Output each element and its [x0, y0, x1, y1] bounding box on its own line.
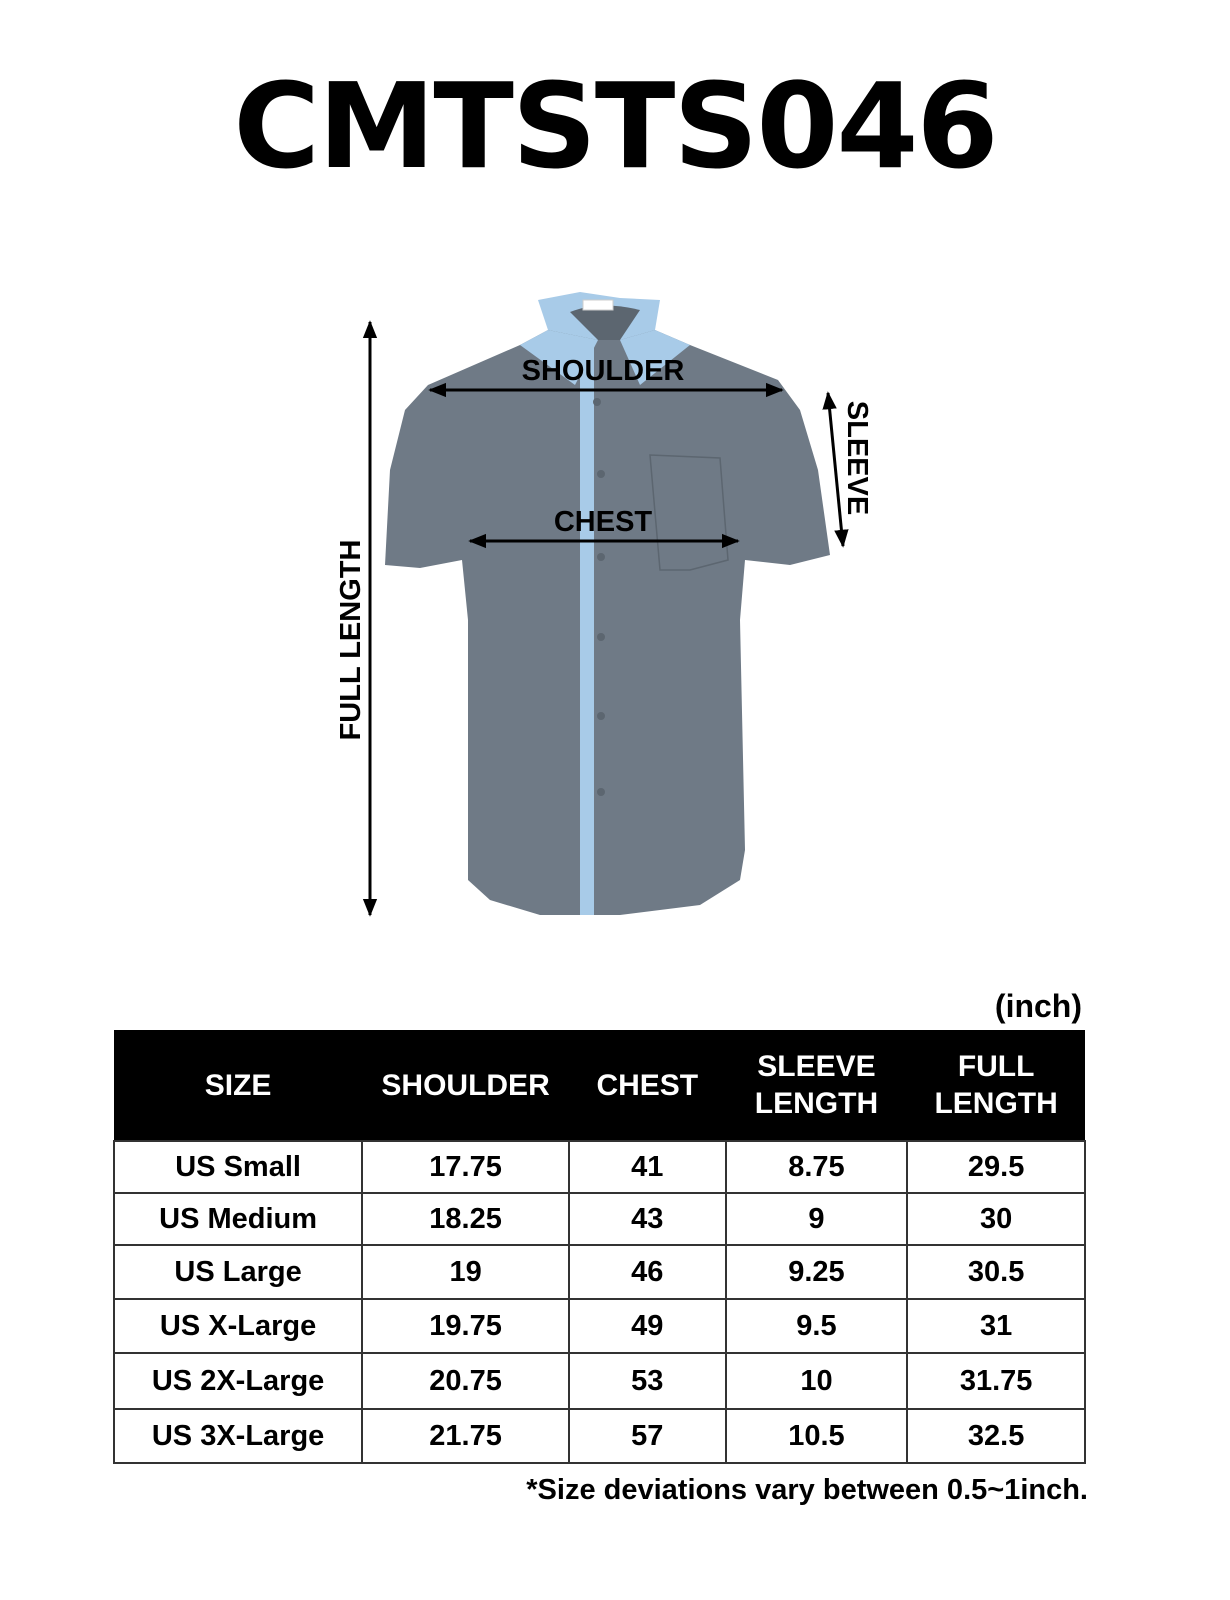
cell-shoulder: 20.75	[361, 1352, 570, 1410]
table-row: US 3X-Large 21.75 57 10.5 32.5	[112, 1408, 1086, 1464]
cell-sleeve-length: 9	[724, 1192, 909, 1246]
cell-shoulder: 18.25	[361, 1192, 570, 1246]
cell-chest: 49	[567, 1298, 727, 1354]
cell-chest: 57	[567, 1408, 727, 1464]
table-row: US Large 19 46 9.25 30.5	[112, 1244, 1086, 1300]
cell-full-length: 30	[906, 1192, 1086, 1246]
product-code-title: CMTSTS046	[233, 57, 998, 195]
header-text: SLEEVE	[757, 1050, 876, 1083]
cell-shoulder: 19	[361, 1244, 570, 1300]
table-row: US Medium 18.25 43 9 30	[112, 1192, 1086, 1246]
header-size: SIZE	[114, 1030, 363, 1141]
cell-full-length: 31	[906, 1298, 1086, 1354]
cell-sleeve-length: 10.5	[724, 1408, 909, 1464]
shoulder-label: SHOULDER	[522, 355, 685, 387]
cell-full-length: 31.75	[906, 1352, 1086, 1410]
table-row: US X-Large 19.75 49 9.5 31	[112, 1298, 1086, 1354]
unit-label: (inch)	[994, 988, 1082, 1024]
cell-sleeve-length: 10	[724, 1352, 909, 1410]
cell-sleeve-length: 8.75	[724, 1140, 909, 1194]
shirt-measurement-diagram: SHOULDER CHEST FULL LENGTH SLEEVE	[335, 292, 873, 917]
size-deviation-note: *Size deviations vary between 0.5~1inch.	[526, 1474, 1088, 1506]
cell-shoulder: 19.75	[361, 1298, 570, 1354]
header-text: LENGTH	[754, 1087, 879, 1120]
shirt-illustration	[385, 292, 830, 915]
cell-size: US 3X-Large	[112, 1408, 364, 1464]
cell-sleeve-length: 9.25	[724, 1244, 909, 1300]
table-row: US 2X-Large 20.75 53 10 31.75	[112, 1352, 1086, 1410]
cell-shoulder: 21.75	[361, 1408, 570, 1464]
cell-chest: 43	[567, 1192, 727, 1246]
header-text: FULL	[957, 1050, 1035, 1083]
cell-chest: 46	[567, 1244, 727, 1300]
cell-shoulder: 17.75	[361, 1140, 570, 1194]
cell-size: US Large	[112, 1244, 364, 1300]
cell-full-length: 30.5	[906, 1244, 1086, 1300]
full-length-label: FULL LENGTH	[335, 540, 367, 741]
table-row: US Small 17.75 41 8.75 29.5	[112, 1140, 1086, 1194]
header-chest: CHEST	[568, 1030, 726, 1141]
chest-label: CHEST	[554, 506, 653, 538]
cell-full-length: 29.5	[906, 1140, 1086, 1194]
header-sleeve-length: SLEEVE LENGTH	[725, 1030, 908, 1141]
header-text: LENGTH	[934, 1087, 1058, 1120]
header-shoulder: SHOULDER	[362, 1030, 569, 1141]
sleeve-arrow	[822, 391, 849, 548]
header-text: SHOULDER	[381, 1068, 550, 1102]
table-header-row: SIZE SHOULDER CHEST SLEEVE LENGTH FULL LEN…	[114, 1030, 1085, 1141]
cell-full-length: 32.5	[906, 1408, 1086, 1464]
measurement-arrows	[362, 320, 849, 917]
size-chart-table: SIZE SHOULDER CHEST SLEEVE LENGTH FULL LEN…	[112, 1030, 1086, 1464]
cell-size: US 2X-Large	[112, 1352, 364, 1410]
cell-size: US Small	[112, 1140, 364, 1194]
header-text: SIZE	[204, 1068, 272, 1102]
header-text: CHEST	[596, 1068, 699, 1102]
cell-chest: 41	[567, 1140, 727, 1194]
header-full-length: FULL LENGTH	[907, 1030, 1085, 1141]
cell-size: US Medium	[112, 1192, 364, 1246]
cell-sleeve-length: 9.5	[724, 1298, 909, 1354]
sleeve-label: SLEEVE	[841, 401, 873, 515]
cell-size: US X-Large	[112, 1298, 364, 1354]
cell-chest: 53	[567, 1352, 727, 1410]
